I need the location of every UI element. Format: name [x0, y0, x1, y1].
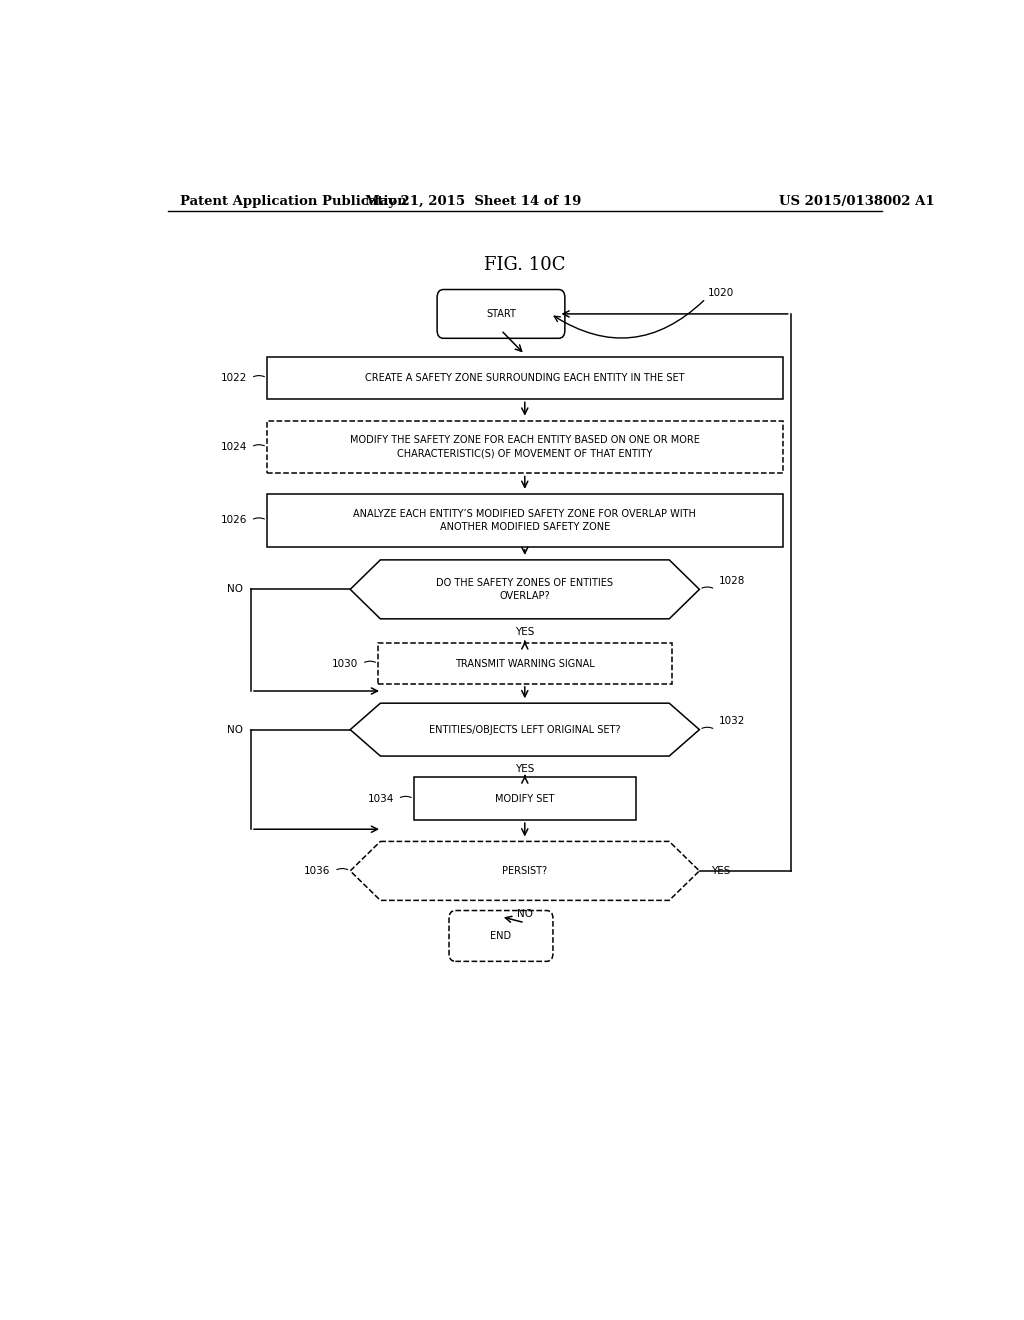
Text: CREATE A SAFETY ZONE SURROUNDING EACH ENTITY IN THE SET: CREATE A SAFETY ZONE SURROUNDING EACH EN… — [365, 374, 685, 383]
FancyBboxPatch shape — [437, 289, 565, 338]
Text: May 21, 2015  Sheet 14 of 19: May 21, 2015 Sheet 14 of 19 — [365, 194, 582, 207]
Polygon shape — [350, 841, 699, 900]
Text: 1034: 1034 — [368, 793, 394, 804]
Text: FIG. 10C: FIG. 10C — [484, 256, 565, 275]
Text: NO: NO — [227, 585, 243, 594]
Text: 1022: 1022 — [220, 374, 247, 383]
Text: 1028: 1028 — [719, 577, 745, 586]
Text: NO: NO — [227, 725, 243, 735]
Text: ANALYZE EACH ENTITY’S MODIFIED SAFETY ZONE FOR OVERLAP WITH
ANOTHER MODIFIED SAF: ANALYZE EACH ENTITY’S MODIFIED SAFETY ZO… — [353, 508, 696, 532]
Text: Patent Application Publication: Patent Application Publication — [179, 194, 407, 207]
Text: YES: YES — [515, 764, 535, 775]
Text: 1020: 1020 — [708, 288, 733, 297]
Text: 1024: 1024 — [220, 442, 247, 451]
Bar — [267, 356, 782, 399]
Text: 1036: 1036 — [304, 866, 331, 876]
Text: NO: NO — [517, 908, 532, 919]
Text: YES: YES — [712, 866, 731, 876]
Text: MODIFY THE SAFETY ZONE FOR EACH ENTITY BASED ON ONE OR MORE
CHARACTERISTIC(S) OF: MODIFY THE SAFETY ZONE FOR EACH ENTITY B… — [350, 436, 699, 458]
Text: YES: YES — [515, 627, 535, 638]
Bar — [267, 494, 782, 546]
Text: TRANSMIT WARNING SIGNAL: TRANSMIT WARNING SIGNAL — [455, 659, 595, 668]
Text: MODIFY SET: MODIFY SET — [496, 793, 554, 804]
Text: PERSIST?: PERSIST? — [502, 866, 548, 876]
Text: START: START — [486, 309, 516, 319]
Text: 1030: 1030 — [332, 659, 358, 668]
Bar — [378, 643, 672, 684]
Bar — [267, 421, 782, 474]
Text: US 2015/0138002 A1: US 2015/0138002 A1 — [778, 194, 934, 207]
FancyBboxPatch shape — [449, 911, 553, 961]
Text: ENTITIES/OBJECTS LEFT ORIGINAL SET?: ENTITIES/OBJECTS LEFT ORIGINAL SET? — [429, 725, 621, 735]
Text: 1026: 1026 — [220, 515, 247, 525]
Text: END: END — [490, 931, 512, 941]
Bar — [414, 777, 636, 820]
Polygon shape — [350, 560, 699, 619]
Text: 1032: 1032 — [719, 717, 745, 726]
Polygon shape — [350, 704, 699, 756]
Text: DO THE SAFETY ZONES OF ENTITIES
OVERLAP?: DO THE SAFETY ZONES OF ENTITIES OVERLAP? — [436, 578, 613, 601]
